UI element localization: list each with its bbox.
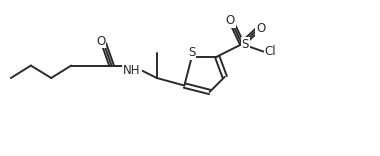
Text: S: S xyxy=(241,38,249,51)
Text: S: S xyxy=(188,46,196,59)
Text: O: O xyxy=(226,14,235,27)
Text: O: O xyxy=(97,34,106,48)
Text: NH: NH xyxy=(123,64,141,77)
Text: O: O xyxy=(256,22,266,35)
Text: Cl: Cl xyxy=(264,45,276,58)
